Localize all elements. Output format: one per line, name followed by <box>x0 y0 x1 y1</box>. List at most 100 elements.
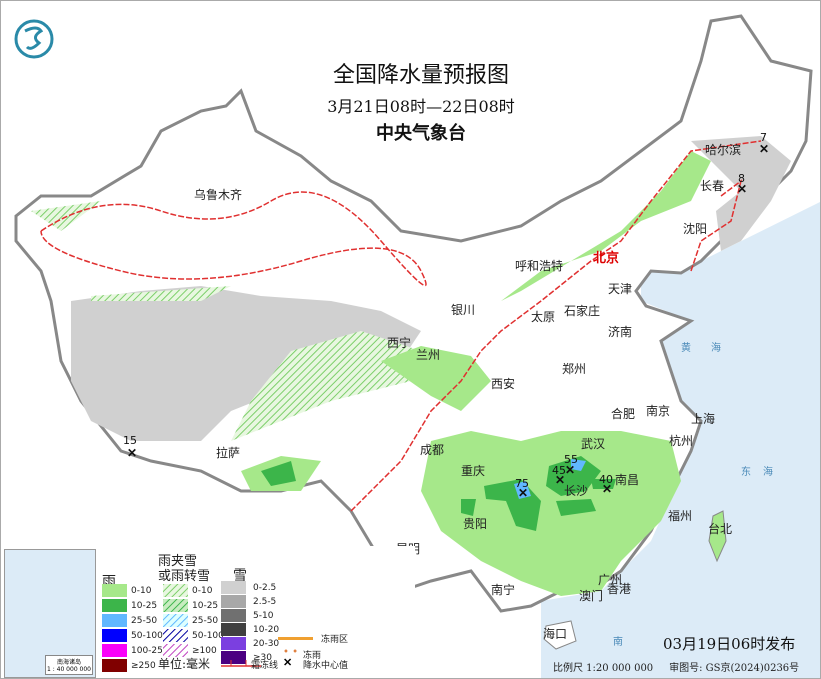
inset-title: 南海诸岛 <box>56 659 81 666</box>
freezing-rain-area-line <box>278 637 313 640</box>
cross-icon: ✕ <box>518 486 528 500</box>
map-footer: 比例尺 1:20 000 000 审图号: GS京(2024)0236号 <box>553 659 799 674</box>
cma-logo <box>14 19 54 59</box>
city-label: 海口 <box>543 627 568 641</box>
hainan <box>543 620 577 650</box>
city-label: 西宁 <box>387 336 412 350</box>
city-label: 拉萨 <box>216 446 241 460</box>
rain-area-light <box>501 151 711 301</box>
legend-label: ≥30 <box>253 653 272 663</box>
snow-area <box>691 136 791 251</box>
legend-unit: 单位:毫米 <box>158 657 211 671</box>
legend-label: 冻雨 <box>303 651 322 661</box>
rain-area-moderate <box>261 461 616 516</box>
south-china-sea-inset: 南海诸岛 1 : 40 000 000 <box>4 549 96 678</box>
legend-swatch <box>102 629 127 642</box>
forecast-period: 3月21日08时—22日08时 <box>327 97 515 116</box>
legend-swatch <box>221 637 246 650</box>
legend-label: 100-250 <box>131 646 169 656</box>
mixed-area <box>231 331 421 441</box>
sea-label: 海 <box>763 467 773 478</box>
city-label: 郑州 <box>562 362 587 376</box>
city-label: 广州 <box>598 573 623 587</box>
sea-label: 黄 <box>681 343 691 354</box>
legend-label: 0-10 <box>131 586 152 596</box>
city-label: 贵阳 <box>463 517 488 531</box>
cross-icon: ✕ <box>602 482 612 496</box>
legend-swatch <box>221 581 246 594</box>
sea-area <box>541 201 820 678</box>
city-label: 武汉 <box>581 437 606 451</box>
legend-mixed-title: 或雨转雪 <box>158 569 211 584</box>
snow-area <box>71 286 371 441</box>
city-label: 哈尔滨 <box>705 143 742 157</box>
freezing-line <box>350 140 762 512</box>
issue-time: 03月19日06时发布 <box>663 635 796 653</box>
map-scale: 比例尺 1:20 000 000 <box>553 663 654 674</box>
city-label: 兰州 <box>416 348 441 362</box>
legend-label: 霜冻线 <box>251 661 279 671</box>
legend-label: 50-100 <box>192 631 224 641</box>
city-label: 福州 <box>668 509 693 523</box>
legend-label: 0-10 <box>192 586 213 596</box>
legend-label: 冻雨区 <box>321 635 349 645</box>
city-label: 台北 <box>708 522 733 536</box>
inset-caption: 南海诸岛 1 : 40 000 000 <box>44 655 93 675</box>
legend-label: 5-10 <box>253 611 274 621</box>
city-label: 济南 <box>608 325 633 339</box>
sea-label: 东 <box>741 467 751 478</box>
city-label: 长春 <box>700 179 725 193</box>
legend-swatch <box>102 659 127 672</box>
cross-icon: ✕ <box>283 656 293 669</box>
city-label: 石家庄 <box>564 304 601 318</box>
issuer: 中央气象台 <box>376 123 466 144</box>
legend-swatch <box>221 595 246 608</box>
taiwan <box>708 510 727 563</box>
city-label: 成都 <box>420 443 445 457</box>
legend-swatch <box>221 609 246 622</box>
legend-swatch <box>102 644 127 657</box>
precip-center-value: 7 <box>760 131 767 144</box>
city-label: 重庆 <box>461 464 486 478</box>
city-label: 杭州 <box>669 434 694 448</box>
cross-icon: ✕ <box>127 446 137 460</box>
freezing-line-icon <box>221 660 261 667</box>
cross-icon: ✕ <box>737 182 747 196</box>
legend-label: 0-2.5 <box>253 583 277 593</box>
precip-center-value: 15 <box>123 434 137 447</box>
legend-label: 25-50 <box>192 616 219 626</box>
precip-center-value: 40 <box>599 473 613 486</box>
cross-icon: ✕ <box>565 463 575 477</box>
rain-area-light <box>381 346 491 411</box>
sea-label: 海 <box>711 343 721 354</box>
legend-swatch <box>221 623 246 636</box>
city-label: 呼和浩特 <box>515 259 564 273</box>
city-label: 南昌 <box>615 473 640 487</box>
cma-logo-mark <box>24 26 44 50</box>
city-label: 天津 <box>608 282 633 296</box>
rain-area-heavy <box>514 459 586 499</box>
city-label: 南京 <box>646 404 671 418</box>
city-label: 香港 <box>607 582 632 596</box>
legend-label: 2.5-5 <box>253 597 277 607</box>
precip-center-value: 8 <box>738 172 745 185</box>
sea-label: 南 <box>613 637 623 648</box>
city-label: 长沙 <box>564 484 589 498</box>
city-label: 合肥 <box>611 407 636 421</box>
city-label: 银川 <box>451 303 476 317</box>
map-title: 全国降水量预报图 <box>332 63 509 88</box>
inset-scale: 1 : 40 000 000 <box>46 666 91 673</box>
rain-area-moderate <box>546 456 601 496</box>
cross-icon: ✕ <box>759 142 769 156</box>
legend-mixed-title: 雨夹雪 <box>158 554 198 569</box>
legend-label: 10-25 <box>131 601 158 611</box>
legend-swatch <box>102 599 127 612</box>
rain-area-light <box>421 431 681 596</box>
legend-label: 10-25 <box>192 601 219 611</box>
precip-center-markers: ✕✕ ✕✕ ✕✕ ✕ <box>127 142 769 500</box>
review-number: 审图号: GS京(2024)0236号 <box>669 663 800 674</box>
legend-swatch <box>221 651 246 664</box>
precip-center-value: 75 <box>515 477 529 490</box>
